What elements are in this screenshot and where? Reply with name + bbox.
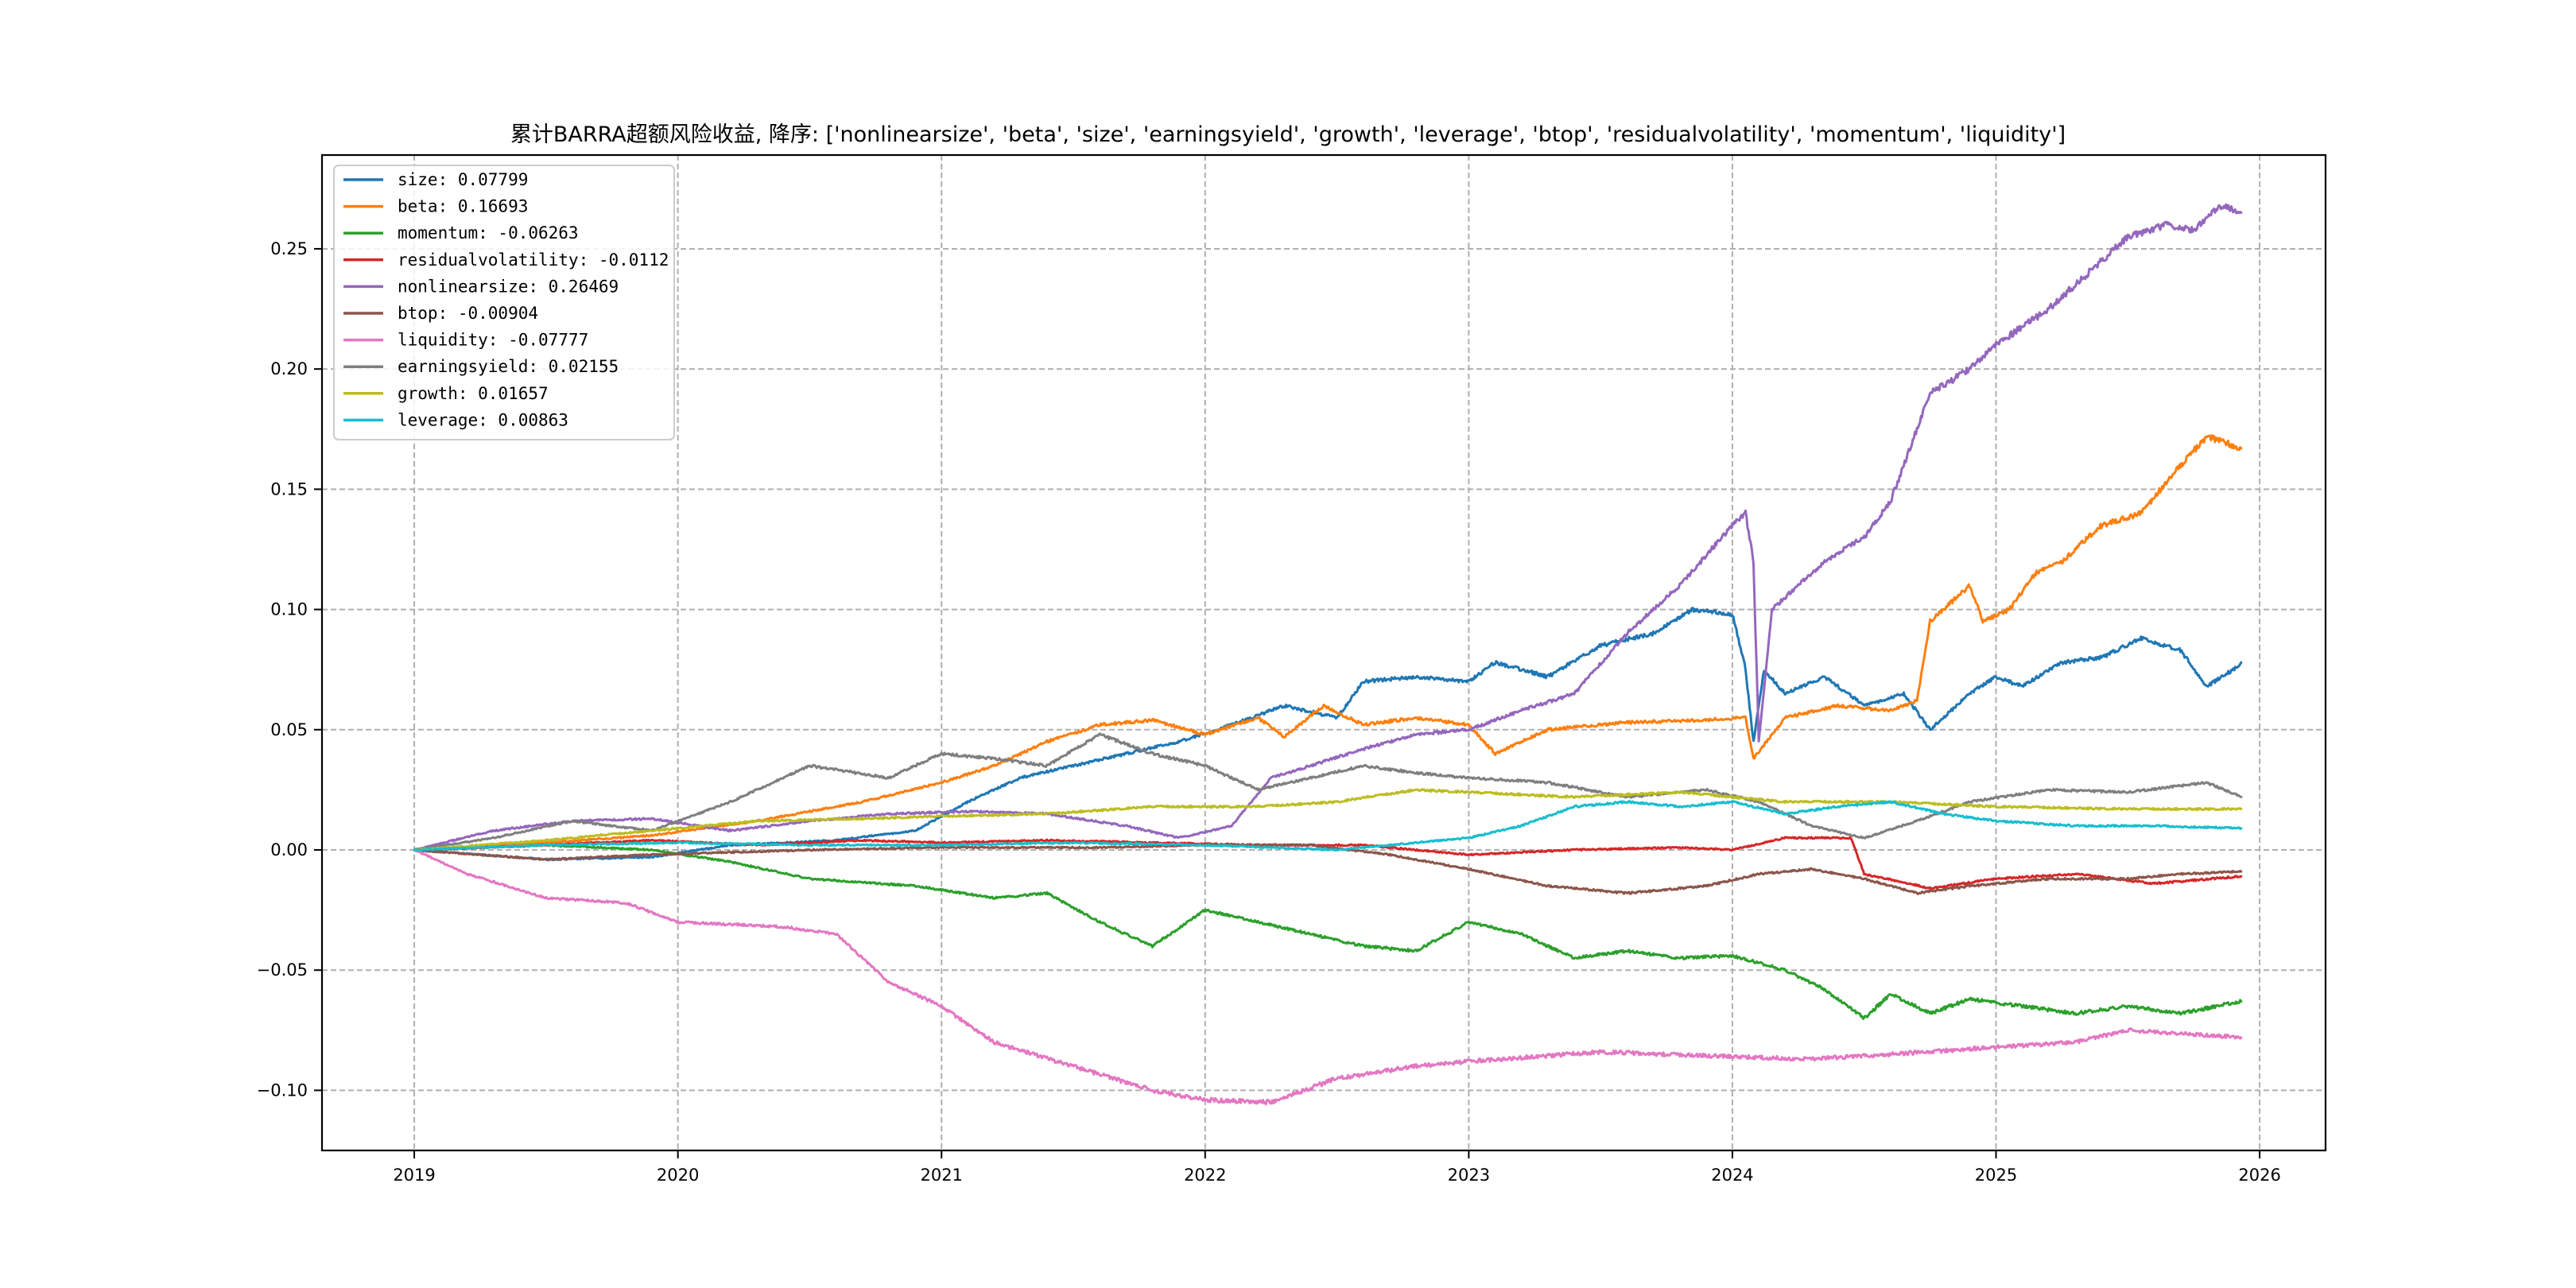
legend: size: 0.07799 beta: 0.16693 momentum: -0.0… — [333, 165, 675, 440]
series-line-momentum — [413, 843, 2243, 1020]
legend-entry-btop: btop: -0.00904 — [398, 304, 538, 323]
legend-entry-earningsyield: earningsyield: 0.02155 — [398, 357, 619, 376]
legend-entry-momentum: momentum: -0.06263 — [398, 223, 579, 242]
series-line-liquidity — [413, 848, 2243, 1106]
x-tick-label: 2026 — [2238, 1166, 2280, 1185]
legend-entry-residualvolatility: residualvolatility: -0.0112 — [398, 250, 669, 270]
x-tick-label: 2022 — [1184, 1166, 1226, 1185]
y-tick-label: 0.20 — [270, 359, 308, 378]
x-tick-label: 2020 — [657, 1166, 699, 1185]
axis-ticks: 2019 2020 2021 2022 2023 2024 2025 2026 −0.10 −0.… — [257, 239, 2281, 1185]
series-line-earningsyield — [413, 732, 2243, 852]
series-line-growth — [413, 788, 2243, 852]
chart-title: 累计BARRA超额风险收益, 降序: ['nonlinearsize', 'be… — [510, 122, 2066, 147]
series-line-leverage — [413, 800, 2243, 852]
x-tick-label: 2023 — [1448, 1166, 1490, 1185]
legend-entry-growth: growth: 0.01657 — [398, 384, 549, 403]
series-line-beta — [413, 434, 2243, 852]
legend-box — [333, 165, 675, 440]
series-line-size — [413, 607, 2243, 862]
y-tick-label: 0.15 — [270, 479, 308, 499]
x-tick-label: 2021 — [920, 1166, 962, 1185]
y-tick-label: −0.05 — [257, 960, 308, 980]
series-lines — [413, 203, 2243, 1106]
legend-entry-liquidity: liquidity: -0.07777 — [398, 331, 588, 350]
y-tick-label: 0.05 — [270, 720, 308, 739]
legend-entry-beta: beta: 0.16693 — [398, 197, 528, 216]
series-line-nonlinearsize — [413, 203, 2243, 852]
series-line-btop — [413, 843, 2243, 895]
legend-entry-size: size: 0.07799 — [398, 170, 528, 189]
x-tick-label: 2019 — [393, 1166, 435, 1185]
y-tick-label: −0.10 — [257, 1080, 308, 1100]
x-tick-label: 2024 — [1711, 1166, 1753, 1185]
series-line-residualvolatility — [413, 836, 2243, 890]
plot-area-frame — [320, 153, 2327, 1152]
x-tick-label: 2025 — [1975, 1166, 2017, 1185]
legend-entry-leverage: leverage: 0.00863 — [398, 410, 568, 429]
y-tick-label: 0.10 — [270, 600, 308, 619]
y-tick-label: 0.00 — [270, 840, 308, 859]
y-tick-label: 0.25 — [270, 239, 308, 258]
legend-entry-nonlinearsize: nonlinearsize: 0.26469 — [398, 277, 619, 296]
